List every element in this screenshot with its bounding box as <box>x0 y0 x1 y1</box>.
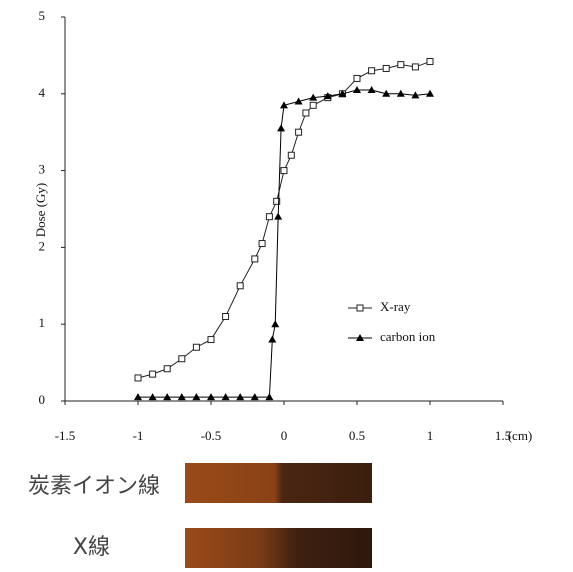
data-point <box>265 393 274 401</box>
x-tick-label: 1 <box>427 428 434 443</box>
data-point <box>273 197 281 205</box>
legend-marker <box>356 304 364 312</box>
data-point <box>236 393 245 401</box>
data-point <box>426 89 434 97</box>
y-tick-label: 5 <box>39 8 46 23</box>
data-point <box>411 91 420 99</box>
data-point <box>268 335 277 343</box>
dose-image <box>185 463 372 503</box>
data-point <box>280 167 288 175</box>
data-point <box>277 124 286 132</box>
x-tick-label: -0.5 <box>201 428 222 443</box>
data-point <box>163 365 171 373</box>
data-point <box>338 89 347 97</box>
data-point <box>397 61 405 69</box>
dose-image <box>185 528 372 568</box>
data-point <box>163 393 172 401</box>
data-point <box>426 58 434 66</box>
data-point <box>294 97 303 105</box>
data-point <box>368 67 376 75</box>
data-point <box>323 92 332 100</box>
data-point <box>177 393 186 401</box>
data-point <box>271 320 280 328</box>
data-point <box>382 64 390 72</box>
line <box>138 89 431 398</box>
data-point <box>192 343 200 351</box>
data-point <box>302 109 310 117</box>
data-point <box>134 393 142 401</box>
data-point <box>411 63 419 71</box>
data-point <box>236 282 244 290</box>
x-tick-label: 0.5 <box>349 428 365 443</box>
image-label: 炭素イオン線 <box>28 474 160 499</box>
data-point <box>221 393 230 401</box>
data-point <box>396 89 405 97</box>
data-point <box>134 374 142 382</box>
x-tick-label: 0 <box>281 428 288 443</box>
data-point <box>274 212 283 220</box>
y-tick-label: 3 <box>39 162 46 177</box>
data-point <box>367 85 376 93</box>
legend-marker <box>356 334 364 341</box>
data-point <box>309 93 318 101</box>
data-point <box>353 85 361 93</box>
data-point <box>178 355 186 363</box>
x-axis-label: (cm) <box>508 428 533 443</box>
legend-label: carbon ion <box>380 329 436 344</box>
legend-label: X-ray <box>380 299 411 314</box>
data-point <box>192 393 201 401</box>
data-point <box>309 101 317 109</box>
data-point <box>295 128 303 136</box>
data-point <box>382 89 391 97</box>
x-tick-label: 1.5 <box>495 428 511 443</box>
y-tick-label: 2 <box>39 238 46 253</box>
data-point <box>280 101 288 109</box>
y-tick-label: 4 <box>39 85 46 100</box>
data-point <box>353 74 361 82</box>
data-point <box>148 393 157 401</box>
image-label: X線 <box>73 535 110 560</box>
x-tick-label: -1.5 <box>55 428 76 443</box>
y-axis-label: Dose (Gy) <box>33 183 48 238</box>
data-point <box>207 336 215 344</box>
data-point <box>258 240 266 248</box>
x-tick-label: -1 <box>133 428 144 443</box>
y-tick-label: 0 <box>39 392 46 407</box>
data-point <box>250 393 259 401</box>
data-point <box>207 393 215 401</box>
data-point <box>287 151 295 159</box>
data-point <box>149 370 157 378</box>
data-point <box>222 313 230 321</box>
data-point <box>265 213 273 221</box>
data-point <box>251 255 259 263</box>
y-tick-label: 1 <box>39 315 46 330</box>
